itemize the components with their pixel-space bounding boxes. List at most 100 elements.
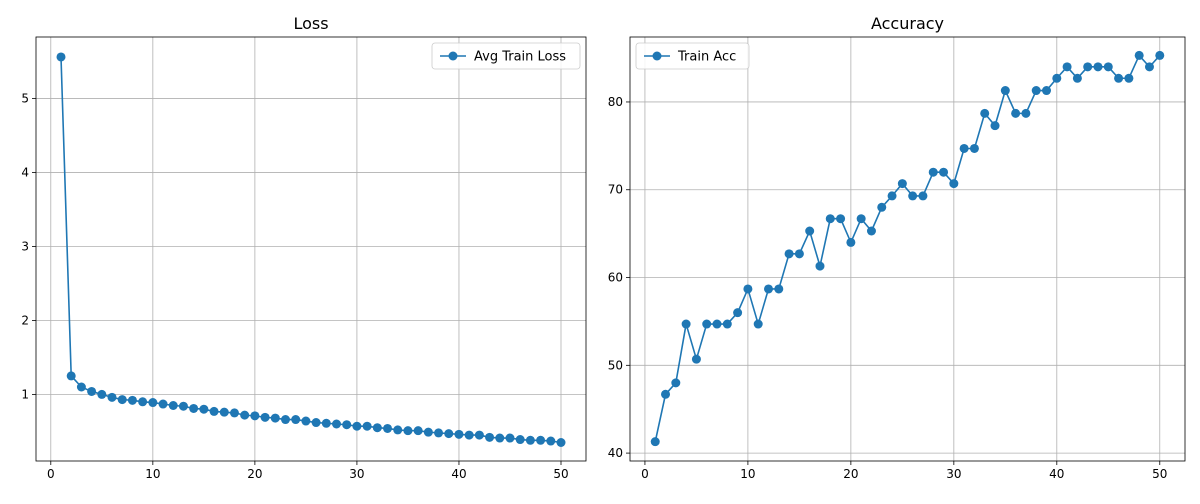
data-point xyxy=(1155,50,1165,60)
data-point xyxy=(444,429,454,439)
data-point xyxy=(168,401,178,411)
data-point xyxy=(887,191,897,201)
data-point xyxy=(158,399,168,409)
data-point xyxy=(189,403,199,413)
x-tick-label: 20 xyxy=(247,467,262,481)
data-point xyxy=(556,438,566,448)
data-point xyxy=(219,407,229,417)
data-point xyxy=(825,214,835,224)
y-tick-label: 3 xyxy=(21,239,29,253)
y-tick-label: 70 xyxy=(608,183,623,197)
legend-marker xyxy=(448,51,458,61)
data-point xyxy=(784,249,794,259)
data-point xyxy=(260,412,270,422)
data-point xyxy=(291,415,301,425)
plot-frame xyxy=(35,36,587,462)
x-tick-label: 30 xyxy=(946,467,961,481)
x-tick-label: 50 xyxy=(553,467,568,481)
y-tick-label: 5 xyxy=(21,91,29,105)
data-point xyxy=(178,401,188,411)
data-point xyxy=(464,430,474,440)
data-point xyxy=(1093,62,1103,72)
data-point xyxy=(939,167,949,177)
data-point xyxy=(321,418,331,428)
data-point xyxy=(546,436,556,446)
data-point xyxy=(66,371,76,381)
data-point xyxy=(1114,73,1124,83)
data-point xyxy=(393,425,403,435)
data-point xyxy=(1052,73,1062,83)
x-tick-label: 10 xyxy=(145,467,160,481)
y-tick-label: 1 xyxy=(21,387,29,401)
data-point xyxy=(671,378,681,388)
data-point xyxy=(240,410,250,420)
legend: Avg Train Loss xyxy=(431,42,581,70)
chart-panel-2: Accuracy 0 10 20 30 40 50 40 50 60 70 80 Train Acc xyxy=(608,14,1186,481)
data-point xyxy=(97,389,107,399)
legend-marker xyxy=(652,51,662,61)
data-point xyxy=(209,406,219,416)
data-point xyxy=(372,423,382,433)
data-point xyxy=(250,411,260,421)
data-point xyxy=(650,437,660,447)
data-point xyxy=(1072,73,1082,83)
legend-label: Train Acc xyxy=(677,50,736,65)
data-point xyxy=(352,421,362,431)
x-tick-label: 50 xyxy=(1152,467,1167,481)
x-tick-label: 0 xyxy=(47,467,55,481)
x-tick-label: 40 xyxy=(451,467,466,481)
data-point xyxy=(515,435,525,445)
data-point xyxy=(383,423,393,433)
data-point xyxy=(127,395,137,405)
data-point xyxy=(774,284,784,294)
data-point xyxy=(959,143,969,153)
chart-title: Loss xyxy=(293,14,328,33)
data-point xyxy=(897,179,907,189)
chart-panel-1: Loss 0 10 20 30 40 50 1 2 3 4 5 Avg Train Loss xyxy=(21,14,587,481)
data-point xyxy=(56,52,66,62)
data-point xyxy=(753,319,763,329)
data-point xyxy=(434,428,444,438)
data-point xyxy=(1011,108,1021,118)
data-point xyxy=(1031,86,1041,96)
data-point xyxy=(1083,62,1093,72)
plot-area xyxy=(630,37,1185,461)
data-point xyxy=(117,395,127,405)
data-point xyxy=(712,319,722,329)
data-point xyxy=(454,429,464,439)
data-point xyxy=(525,435,535,445)
data-point xyxy=(1134,50,1144,60)
data-point xyxy=(413,426,423,436)
data-point xyxy=(280,415,290,425)
data-point xyxy=(229,408,239,418)
x-tick-label: 40 xyxy=(1049,467,1064,481)
y-tick-label: 4 xyxy=(21,165,29,179)
chart-title: Accuracy xyxy=(871,14,944,33)
data-point xyxy=(949,179,959,189)
data-point xyxy=(702,319,712,329)
data-point xyxy=(691,354,701,364)
y-tick-label: 50 xyxy=(608,358,623,372)
x-tick-label: 20 xyxy=(843,467,858,481)
data-point xyxy=(138,397,148,407)
legend-label: Avg Train Loss xyxy=(474,50,566,65)
data-point xyxy=(505,433,515,443)
data-point xyxy=(485,432,495,442)
data-point xyxy=(1000,86,1010,96)
data-point xyxy=(743,284,753,294)
data-point xyxy=(877,202,887,212)
data-point xyxy=(423,427,433,437)
data-point xyxy=(763,284,773,294)
data-point xyxy=(87,386,97,396)
data-point xyxy=(969,143,979,153)
data-point xyxy=(846,237,856,247)
x-tick-label: 10 xyxy=(740,467,755,481)
data-point xyxy=(1124,73,1134,83)
data-point xyxy=(270,413,280,423)
data-point xyxy=(332,419,342,429)
data-point xyxy=(866,226,876,236)
data-point xyxy=(990,121,1000,131)
data-point xyxy=(536,435,546,445)
data-point xyxy=(1144,62,1154,72)
